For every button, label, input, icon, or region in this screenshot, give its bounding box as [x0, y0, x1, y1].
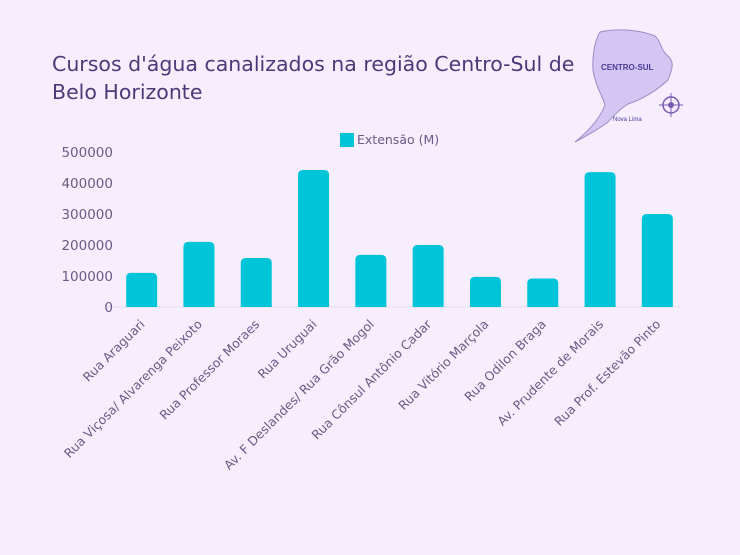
- legend: Extensão (M): [340, 132, 439, 147]
- bar: [469, 276, 501, 307]
- chart-title: Cursos d'água canalizados na região Cent…: [52, 52, 575, 104]
- x-tick-label: Rua Cônsul Antônio Cadar: [308, 316, 434, 442]
- y-tick-label: 200000: [61, 238, 113, 254]
- x-tick-label: Rua Prof. Estevão Pinto: [551, 317, 663, 429]
- bar: [126, 272, 158, 307]
- y-tick-label: 100000: [61, 269, 113, 285]
- y-tick-label: 400000: [61, 176, 113, 192]
- y-tick-label: 0: [104, 300, 113, 316]
- bar: [527, 278, 559, 307]
- bar: [183, 241, 215, 307]
- y-tick-label: 500000: [61, 145, 113, 161]
- bar: [412, 245, 444, 307]
- legend-label: Extensão (M): [357, 132, 440, 147]
- x-tick-label: Av. Prudente de Morais: [494, 317, 606, 429]
- bar: [584, 172, 616, 307]
- bar: [298, 169, 330, 307]
- y-tick-label: 300000: [61, 207, 113, 223]
- bar: [641, 214, 673, 307]
- bar: [355, 254, 387, 307]
- bar: [240, 258, 272, 307]
- x-tick-label: Rua Professor Moraes: [156, 317, 262, 423]
- legend-swatch: [340, 132, 354, 147]
